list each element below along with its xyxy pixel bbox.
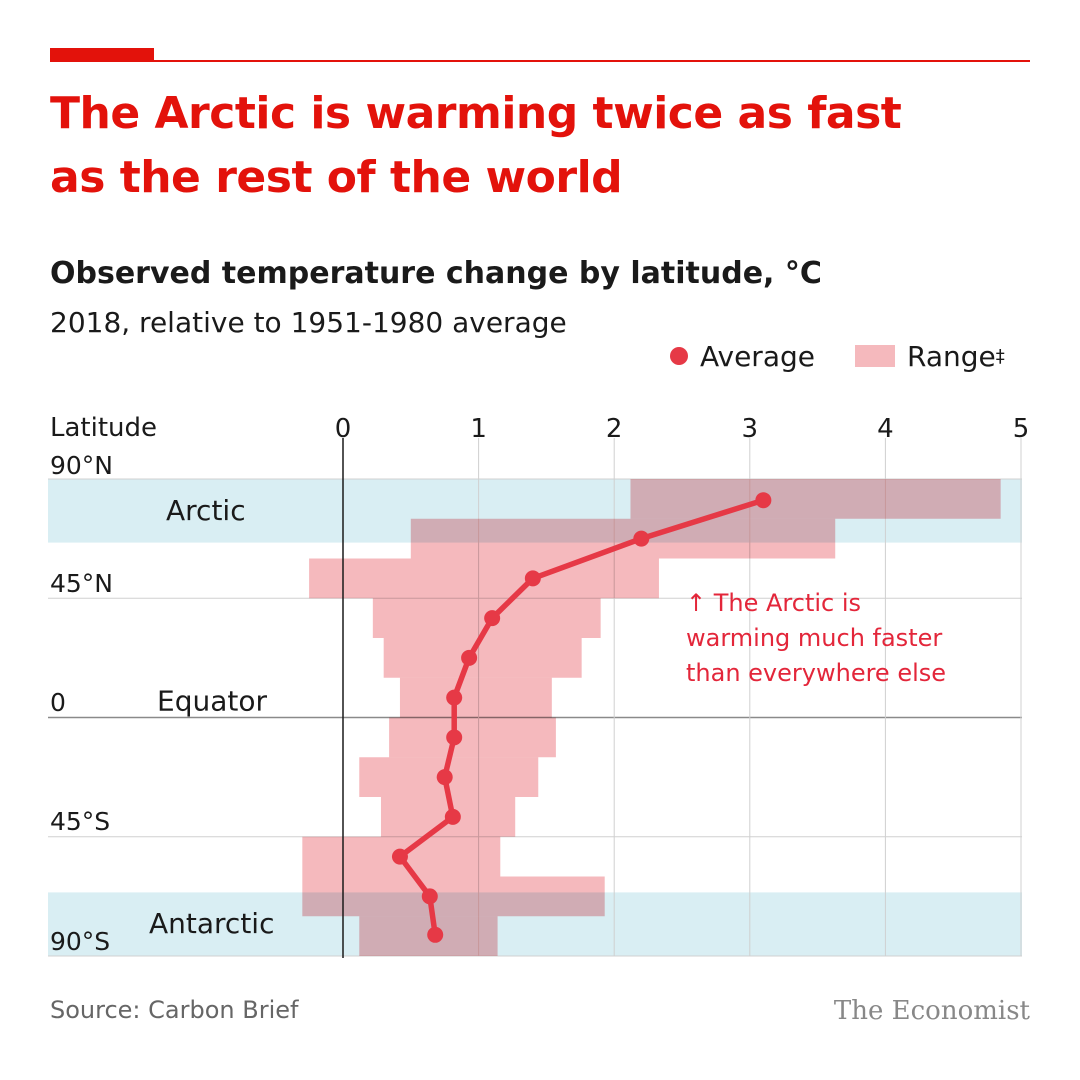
average-point-9	[391, 848, 408, 865]
range-band-4	[383, 638, 582, 678]
y-tick-label-0: 90°N	[50, 451, 113, 480]
average-point-3	[484, 610, 501, 627]
x-tick-label-5: 5	[1013, 414, 1030, 444]
average-point-4	[461, 649, 478, 666]
y-tick-label-4: 90°S	[50, 927, 110, 956]
average-point-11	[427, 926, 444, 943]
average-point-5	[446, 689, 463, 706]
x-tick-label-2: 2	[606, 414, 623, 444]
top-rule	[50, 60, 1030, 62]
average-point-2	[524, 570, 541, 587]
x-tick-label-0: 0	[335, 414, 352, 444]
arctic-annotation: ↑ The Arctic is warming much faster than…	[686, 586, 1006, 691]
average-point-0	[755, 492, 772, 509]
headline-line-1: The Arctic is warming twice as fast	[50, 88, 902, 139]
average-line	[397, 497, 767, 938]
region-label-antarctic: Antarctic	[149, 907, 274, 940]
average-point-6	[446, 729, 463, 746]
range-band-6	[389, 717, 556, 758]
headline: The Arctic is warming twice as fast as t…	[50, 82, 1010, 210]
headline-line-2: as the rest of the world	[50, 152, 623, 203]
average-point-7	[436, 769, 453, 786]
x-tick-label-1: 1	[470, 414, 487, 444]
x-tick-label-3: 3	[742, 414, 759, 444]
range-band-5	[399, 677, 552, 718]
y-tick-label-1: 45°N	[50, 569, 113, 598]
region-label-arctic: Arctic	[166, 494, 246, 527]
annotation-line-2: warming much faster	[686, 624, 943, 652]
legend: Average Range ‡	[670, 336, 1005, 376]
legend-range-swatch	[854, 345, 895, 367]
y-tick-label-3: 45°S	[50, 807, 110, 836]
source-note: Source: Carbon Brief	[50, 996, 299, 1024]
average-point-1	[633, 530, 650, 547]
y-axis-label: Latitude	[50, 413, 157, 443]
average-point-10	[421, 888, 438, 905]
annotation-line-1: ↑ The Arctic is	[686, 589, 862, 617]
x-tick-label-4: 4	[877, 414, 894, 444]
average-point-8	[444, 808, 461, 825]
y-tick-label-2: 0	[50, 688, 66, 717]
range-band-10	[302, 876, 605, 917]
region-label-equator: Equator	[157, 685, 267, 718]
legend-range-label: Range	[906, 339, 996, 373]
range-band-0	[630, 479, 1001, 519]
chart-subtitle-period: 2018, relative to 1951-1980 average	[50, 306, 567, 339]
range-band-2	[309, 558, 659, 599]
brand-logo: The Economist	[833, 996, 1030, 1026]
range-band-1	[410, 518, 836, 559]
legend-average-marker	[670, 347, 688, 365]
legend-range-footnote-marker: ‡	[995, 345, 1005, 367]
top-red-tag	[50, 48, 154, 61]
legend-average-label: Average	[700, 339, 815, 373]
annotation-line-3: than everywhere else	[686, 659, 947, 687]
chart-subtitle: Observed temperature change by latitude,…	[50, 256, 822, 291]
